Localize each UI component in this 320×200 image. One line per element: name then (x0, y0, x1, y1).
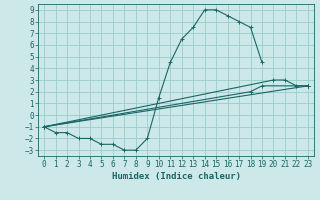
X-axis label: Humidex (Indice chaleur): Humidex (Indice chaleur) (111, 172, 241, 181)
